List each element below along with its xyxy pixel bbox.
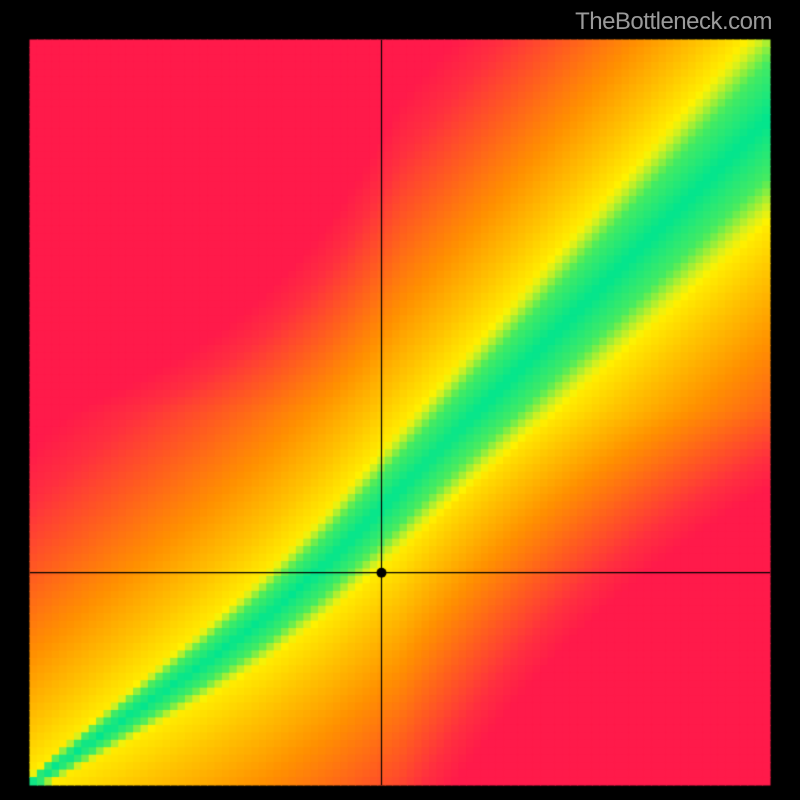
heatmap-canvas <box>0 0 800 800</box>
watermark-label: TheBottleneck.com <box>575 8 772 36</box>
chart-container: TheBottleneck.com <box>0 0 800 800</box>
